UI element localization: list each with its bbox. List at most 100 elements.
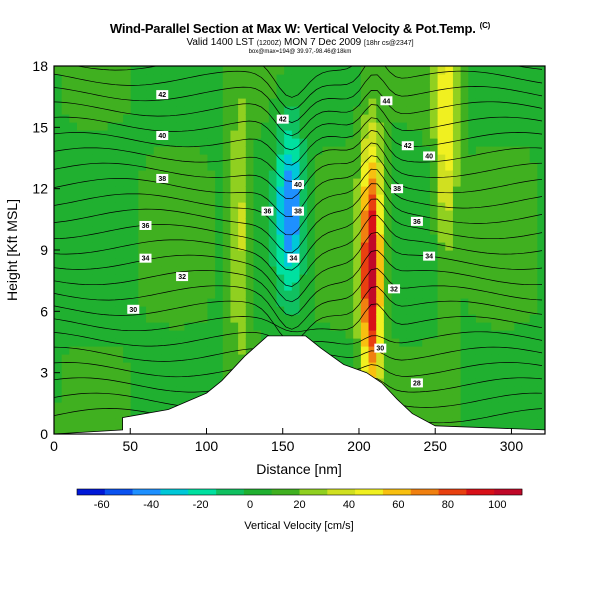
- field-cell: [529, 202, 538, 211]
- field-cell: [161, 378, 170, 387]
- field-cell: [445, 362, 454, 371]
- field-cell: [77, 66, 86, 75]
- field-cell: [138, 106, 147, 115]
- field-cell: [521, 354, 531, 363]
- field-cell: [514, 162, 523, 171]
- field-cell: [169, 258, 178, 267]
- field-cell: [77, 146, 86, 155]
- field-cell: [153, 82, 163, 91]
- field-cell: [537, 418, 545, 427]
- field-cell: [307, 178, 316, 187]
- field-cell: [452, 274, 462, 283]
- field-cell: [192, 290, 201, 299]
- field-cell: [460, 394, 469, 403]
- field-cell: [460, 202, 469, 211]
- field-cell: [391, 290, 400, 299]
- field-cell: [176, 378, 186, 387]
- field-cell: [77, 314, 86, 323]
- field-cell: [529, 346, 538, 355]
- field-cell: [69, 418, 78, 427]
- field-cell: [314, 218, 324, 227]
- field-cell: [199, 290, 209, 299]
- field-cell: [100, 258, 109, 267]
- field-cell: [521, 74, 531, 83]
- field-cell: [115, 186, 124, 195]
- field-cell: [353, 186, 362, 195]
- field-cell: [276, 298, 285, 307]
- field-cell: [468, 202, 477, 211]
- field-cell: [314, 266, 324, 275]
- field-cell: [184, 330, 193, 339]
- field-cell: [437, 306, 446, 315]
- field-cell: [406, 298, 416, 307]
- field-cell: [92, 210, 101, 219]
- field-cell: [261, 194, 270, 203]
- contour-label-text: 38: [158, 176, 166, 183]
- field-cell: [54, 322, 63, 331]
- field-cell: [406, 186, 416, 195]
- field-cell: [537, 114, 545, 123]
- field-cell: [84, 426, 93, 434]
- field-cell: [176, 386, 186, 395]
- field-cell: [284, 90, 293, 99]
- field-cell: [215, 330, 224, 339]
- field-cell: [207, 290, 216, 299]
- field-cell: [345, 298, 354, 307]
- field-cell: [123, 234, 132, 243]
- field-cell: [330, 346, 339, 355]
- field-cell: [169, 274, 178, 283]
- field-cell: [84, 362, 93, 371]
- field-cell: [115, 194, 124, 203]
- field-cell: [483, 218, 492, 227]
- field-cell: [429, 234, 439, 243]
- field-cell: [460, 178, 469, 187]
- field-cell: [491, 410, 500, 419]
- field-cell: [506, 402, 515, 411]
- field-cell: [437, 274, 446, 283]
- field-cell: [161, 138, 170, 147]
- field-cell: [299, 122, 308, 131]
- field-cell: [452, 154, 462, 163]
- field-cell: [406, 274, 416, 283]
- field-cell: [391, 66, 400, 75]
- field-cell: [345, 330, 354, 339]
- field-cell: [437, 210, 446, 219]
- field-cell: [268, 122, 278, 131]
- field-cell: [161, 322, 170, 331]
- field-cell: [100, 122, 109, 131]
- field-cell: [475, 74, 485, 83]
- field-cell: [322, 82, 331, 91]
- field-cell: [153, 242, 163, 251]
- field-cell: [115, 386, 124, 395]
- field-cell: [199, 138, 209, 147]
- field-cell: [376, 258, 385, 267]
- field-cell: [307, 146, 316, 155]
- field-cell: [368, 242, 377, 251]
- field-cell: [391, 82, 400, 91]
- field-cell: [445, 370, 454, 379]
- field-cell: [115, 258, 124, 267]
- field-cell: [521, 402, 531, 411]
- field-cell: [138, 90, 147, 99]
- field-cell: [153, 370, 163, 379]
- field-cell: [161, 154, 170, 163]
- field-cell: [107, 314, 116, 323]
- field-cell: [199, 162, 209, 171]
- field-cell: [299, 306, 308, 315]
- field-cell: [146, 162, 155, 171]
- field-cell: [521, 170, 531, 179]
- field-cell: [468, 402, 477, 411]
- field-cell: [261, 274, 270, 283]
- field-cell: [529, 210, 538, 219]
- field-cell: [77, 410, 86, 419]
- field-cell: [422, 314, 431, 323]
- field-cell: [130, 226, 139, 235]
- field-cell: [498, 362, 508, 371]
- field-cell: [414, 138, 423, 147]
- field-cell: [69, 258, 78, 267]
- field-cell: [529, 410, 538, 419]
- field-cell: [376, 210, 385, 219]
- field-cell: [353, 202, 362, 211]
- field-cell: [506, 74, 515, 83]
- field-cell: [537, 202, 545, 211]
